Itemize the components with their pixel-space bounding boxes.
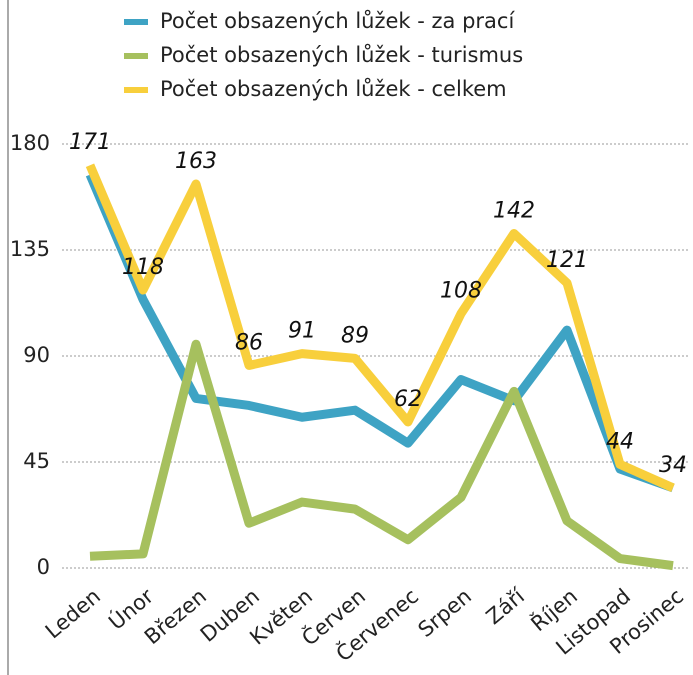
value-label: 163 — [175, 149, 217, 174]
y-tick-label: 90 — [23, 343, 50, 367]
legend-label: Počet obsazených lůžek - turismus — [160, 43, 523, 67]
value-label: 142 — [493, 199, 535, 224]
legend-label: Počet obsazených lůžek - celkem — [160, 77, 507, 101]
value-label: 118 — [122, 255, 164, 280]
y-tick-label: 45 — [23, 449, 50, 473]
value-label: 34 — [659, 453, 687, 478]
value-label: 62 — [394, 387, 422, 412]
legend-label: Počet obsazených lůžek - za prací — [160, 9, 515, 33]
y-tick-label: 135 — [10, 237, 50, 261]
value-label: 44 — [606, 429, 634, 454]
y-tick-label: 0 — [37, 555, 50, 579]
series-line — [89, 339, 674, 571]
x-tick-label: Září — [482, 583, 530, 629]
series-line — [85, 163, 675, 493]
x-tick-label: Leden — [41, 584, 105, 643]
value-label: 89 — [341, 323, 369, 348]
value-label: 108 — [440, 279, 482, 304]
value-label: 91 — [288, 319, 316, 344]
value-label: 86 — [235, 330, 263, 355]
value-label: 121 — [546, 248, 588, 273]
x-tick-label: Srpen — [414, 584, 477, 642]
y-tick-label: 180 — [10, 131, 50, 155]
value-label: 171 — [69, 130, 111, 155]
